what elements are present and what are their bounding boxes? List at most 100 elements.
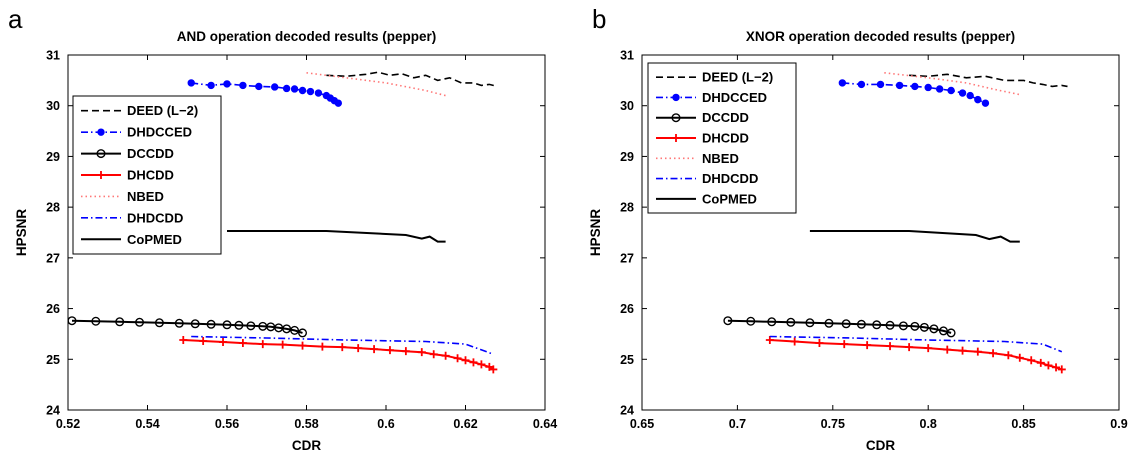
chart-a-x-tick-label: 0.52 [56, 417, 80, 431]
chart-b-series-dhcdd-point [905, 343, 914, 352]
chart-a-series-dhcdd-point [298, 341, 307, 350]
chart-b-series-dhcdd-point [973, 347, 982, 356]
chart-b-series-dhdcced-point [895, 81, 904, 90]
chart-b-series-dccdd-point [767, 317, 777, 327]
chart-b-legend-dhdcced-label: DHDCCED [702, 90, 767, 105]
chart-b-legend-dhdcdd-label: DHDCDD [702, 171, 758, 186]
chart-b-title: XNOR operation decoded results (pepper) [746, 29, 1015, 44]
chart-a-legend-dhdcced-marker [97, 128, 105, 136]
chart-a-y-tick-label: 26 [46, 302, 60, 316]
chart-b-series-dhdcced [838, 79, 990, 107]
chart-b-y-tick-label: 30 [620, 99, 634, 113]
chart-b-x-tick-label: 0.9 [1110, 417, 1127, 431]
chart-a-series-dccdd-point [246, 321, 256, 331]
chart-a-y-tick-label: 29 [46, 150, 60, 164]
chart-a-series-dccdd-point [290, 325, 300, 335]
chart-a-legend-dhcdd-marker [97, 171, 105, 179]
chart-b-series-dhdcced-point [958, 89, 967, 97]
chart-b-series-dhcdd-point [815, 339, 824, 348]
chart-b-series-dhcdd [765, 336, 1066, 374]
chart-a-series-dhdcced-point [223, 80, 231, 88]
chart-b-series-dhcdd-point [1015, 353, 1024, 362]
chart-a-series-dhcdd-point [489, 365, 498, 374]
chart-a-series-dhdcced-point [298, 86, 307, 95]
chart-a-series-dhcdd-point [179, 336, 188, 345]
chart-b-series-dhcdd-point [1044, 361, 1053, 370]
chart-b-series-copmed-line [809, 230, 1020, 243]
chart-b-series-copmed [809, 230, 1020, 243]
chart-b-y-tick-label: 29 [620, 150, 634, 164]
chart-a-series-dhdcced-point [290, 85, 299, 93]
chart-a-series-dhcdd-point [429, 350, 438, 359]
chart-b-series-dhdcced-point [974, 95, 982, 104]
chart-a-series-dhdcced-point [306, 87, 315, 96]
chart-b-legend: DEED (L−2) DHDCCED DCCDD DHCDD NBED DHDCDD CoP… [647, 62, 797, 214]
chart-a-series-dccdd-point [206, 319, 216, 329]
chart-b-series-dhcdd-point [886, 342, 895, 351]
chart-a-series-dhdcced-point [255, 82, 263, 91]
chart-a-series-dhdcced-point [314, 89, 323, 97]
chart-b-legend-dhcdd-marker [672, 134, 680, 142]
chart-a-series-dhcdd-point [278, 340, 287, 349]
chart-b-y-tick-label: 25 [620, 353, 634, 367]
chart-b-series-dhdcced-point [838, 79, 847, 87]
chart-b-x-tick-label: 0.8 [920, 417, 937, 431]
chart-a-series-dhdcced-point [187, 79, 195, 87]
chart-b-series-dhdcced-point [876, 80, 885, 89]
chart-b-series-dhcdd-point [840, 340, 849, 349]
chart-a-series-dhcdd-point [238, 339, 247, 348]
chart-a-series-dhdcced-point [282, 84, 291, 93]
chart-a-series-dccdd-point [190, 319, 200, 329]
chart-a-series-dhdcced [187, 79, 342, 107]
chart-a-series-dhdcced-point [334, 99, 342, 107]
chart-a-y-tick-label: 25 [46, 353, 60, 367]
chart-a-legend: DEED (L−2) DHDCCED DCCDD DHCDD NBED DHDCDD CoP… [72, 95, 222, 255]
chart-a-series-dccdd-point [91, 316, 101, 326]
chart-a-series-dhcdd-point [258, 340, 267, 349]
chart-b-series-dccdd-point [746, 316, 756, 326]
chart-b-series-dhcdd-point [790, 337, 799, 346]
chart-b-legend-dccdd-label: DCCDD [702, 110, 749, 125]
chart-b-x-tick-label: 0.65 [630, 417, 654, 431]
chart-a-series-dhdcced-point [207, 81, 215, 90]
chart-a-series-dhcdd-point [338, 343, 347, 352]
chart-b-series-dhcdd-point [863, 341, 872, 350]
chart-a-x-tick-label: 0.56 [215, 417, 239, 431]
chart-b-series-dccdd-point [805, 318, 815, 328]
chart-b-x-axis-label: CDR [866, 438, 895, 453]
chart-b-y-tick-label: 31 [620, 49, 634, 63]
chart-b-series-dhdcced-point [857, 80, 866, 89]
chart-b-series-dccdd-point [919, 322, 929, 332]
chart-a-x-tick-label: 0.58 [294, 417, 318, 431]
chart-b-series-dccdd [723, 316, 956, 338]
chart-a-legend-dhcdd-label: DHCDD [127, 168, 174, 183]
chart-a-series-dhcdd-point [401, 347, 410, 356]
chart-a-series-dhcdd-point [453, 354, 462, 363]
chart-a-series-copmed [227, 230, 446, 243]
chart-a-series-dhcdd-point [318, 342, 327, 351]
chart-a-series-dhcdd-point [354, 344, 363, 353]
chart-a-series-dhcdd-point [441, 351, 450, 360]
chart-a-series-dccdd-point [67, 316, 77, 326]
chart-a-series-dccdd-point [115, 317, 125, 327]
chart-a-series-dhcdd [179, 336, 498, 374]
chart-b-series-dhdcced-point [947, 86, 955, 95]
chart-a-series-dhcdd-point [469, 358, 478, 367]
chart-a-series-dccdd-point [234, 320, 244, 330]
chart-b-series-dhcdd-point [943, 345, 952, 354]
chart-b-y-tick-label: 28 [620, 201, 634, 215]
chart-b-series-dccdd-point [841, 319, 851, 329]
chart-a-y-axis-label: HPSNR [14, 209, 29, 257]
chart-b-series-dhcdd-point [1052, 363, 1061, 372]
chart-b-series-dhcdd-point [765, 336, 774, 345]
chart-b-series-dccdd-point [723, 316, 733, 326]
chart-b-series-dhdcced-point [911, 82, 919, 91]
chart-b-series-dccdd-point [786, 317, 796, 327]
chart-b-legend-deed-l-2-label: DEED (L−2) [702, 70, 773, 85]
chart-b-series-dhcdd-point [989, 349, 998, 358]
chart-a-legend-nbed-label: NBED [127, 189, 164, 204]
chart-a-series-dhcdd-point [219, 338, 228, 347]
chart-b-series-dccdd-point [946, 328, 956, 338]
chart-a-series-dccdd-point [154, 318, 164, 328]
